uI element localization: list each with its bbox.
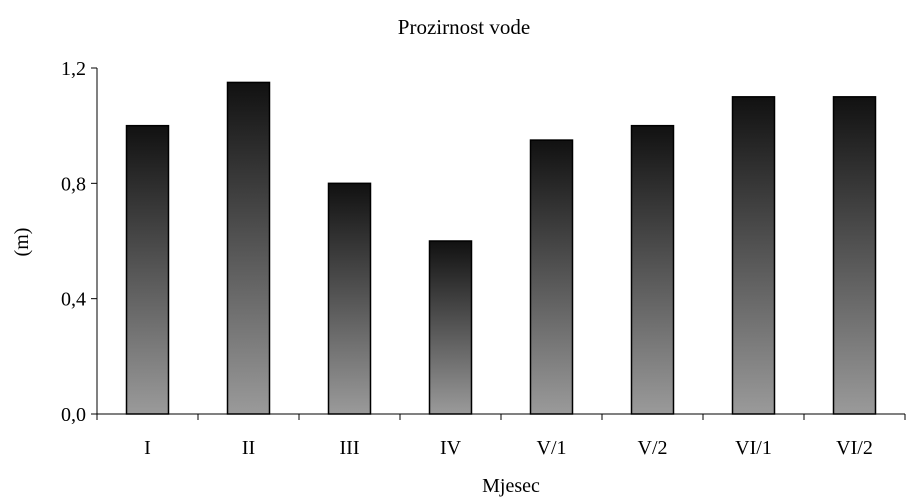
x-tick-label: II: [242, 437, 255, 459]
bar-iv: [428, 240, 473, 415]
x-tick-label: V/1: [537, 437, 567, 459]
x-axis-label: Mjesec: [482, 475, 540, 497]
bar-v-1: [529, 139, 574, 415]
y-tick-label: 0,4: [61, 289, 86, 311]
bar-vi-2: [832, 96, 877, 415]
bar-ii: [226, 81, 271, 415]
x-tick-label: I: [144, 437, 151, 459]
bar-v-2: [630, 124, 675, 415]
x-tick-label: VI/1: [735, 437, 772, 459]
bar-iii: [327, 182, 372, 415]
x-tick-label: VI/2: [836, 437, 873, 459]
y-axis-label: (m): [11, 228, 33, 257]
bar-i: [125, 124, 170, 415]
x-tick-label: IV: [440, 437, 462, 459]
y-tick-label: 1,2: [61, 58, 86, 80]
bar-vi-1: [731, 96, 776, 415]
chart-title: Prozirnost vode: [398, 15, 530, 39]
x-tick-label: V/2: [638, 437, 668, 459]
x-tick-label: III: [340, 437, 360, 459]
y-tick-label: 0,0: [61, 404, 86, 426]
y-tick-label: 0,8: [61, 173, 86, 195]
